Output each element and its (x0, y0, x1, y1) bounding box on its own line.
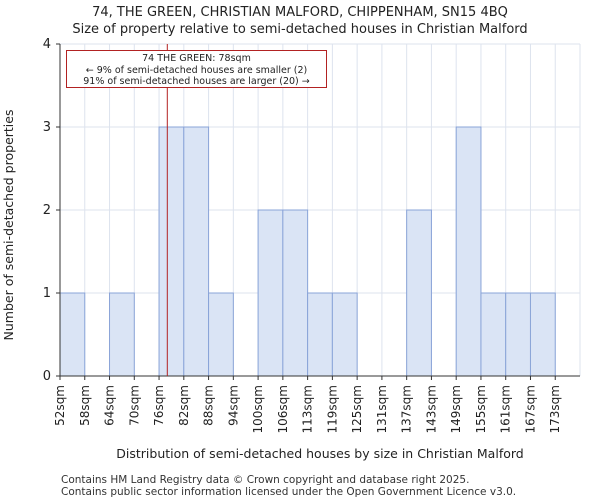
x-tick-label: 106sqm (276, 385, 290, 433)
histogram-bar-137sqm (406, 209, 432, 377)
x-tick-label: 58sqm (78, 385, 92, 426)
x-tick-label: 76sqm (152, 385, 166, 426)
y-tick-label: 3 (43, 120, 51, 135)
x-tick-label: 149sqm (449, 385, 463, 433)
x-tick-label: 70sqm (127, 385, 141, 426)
annotation-line-1: 74 THE GREEN: 78sqm (142, 53, 251, 64)
histogram-bar-76sqm (158, 126, 185, 377)
x-tick-label: 167sqm (523, 385, 537, 433)
property-annotation-box: 74 THE GREEN: 78sqm ← 9% of semi-detache… (66, 50, 327, 88)
histogram-bar-106sqm (282, 209, 309, 377)
histogram-bar-149sqm (455, 126, 482, 377)
x-tick-label: 161sqm (499, 385, 513, 433)
annotation-line-3: 91% of semi-detached houses are larger (… (83, 76, 310, 87)
histogram-bar-119sqm (331, 292, 358, 377)
histogram-bar-64sqm (109, 292, 135, 377)
histogram-bar-88sqm (208, 292, 234, 377)
x-tick-label: 125sqm (350, 385, 364, 433)
x-tick-label: 173sqm (548, 385, 562, 433)
x-tick-label: 94sqm (226, 385, 240, 426)
footer-copyright: Contains HM Land Registry data © Crown c… (61, 474, 470, 486)
x-tick-label: 131sqm (375, 385, 389, 433)
histogram-bar-82sqm (183, 126, 210, 377)
x-tick-label: 52sqm (53, 385, 67, 426)
histogram-bar-100sqm (257, 209, 284, 377)
chart-subtitle: Size of property relative to semi-detach… (72, 22, 528, 37)
chart-title: 74, THE GREEN, CHRISTIAN MALFORD, CHIPPE… (92, 5, 508, 20)
x-tick-label: 100sqm (251, 385, 265, 433)
histogram-bar-167sqm (529, 292, 556, 377)
histogram-bar-155sqm (480, 292, 507, 377)
x-tick-label: 88sqm (202, 385, 216, 426)
x-tick-label: 64sqm (103, 385, 117, 426)
y-tick-label: 0 (43, 369, 51, 384)
y-axis-title: Number of semi-detached properties (1, 110, 16, 341)
y-tick-label: 4 (43, 37, 51, 52)
x-tick-label: 143sqm (424, 385, 438, 433)
x-tick-label: 113sqm (301, 385, 315, 433)
histogram-bar-161sqm (505, 292, 531, 377)
y-tick-label: 2 (43, 203, 51, 218)
annotation-line-2: ← 9% of semi-detached houses are smaller… (85, 64, 308, 76)
x-axis-title: Distribution of semi-detached houses by … (116, 446, 523, 461)
x-tick-label: 119sqm (325, 385, 339, 433)
histogram-bar-52sqm (59, 292, 86, 377)
y-tick-label: 1 (43, 286, 51, 301)
x-tick-label: 155sqm (474, 385, 488, 433)
histogram-bar-113sqm (307, 292, 333, 377)
x-tick-label: 82sqm (177, 385, 191, 426)
x-tick-label: 137sqm (400, 385, 414, 433)
footer-licence: Contains public sector information licen… (61, 486, 517, 498)
